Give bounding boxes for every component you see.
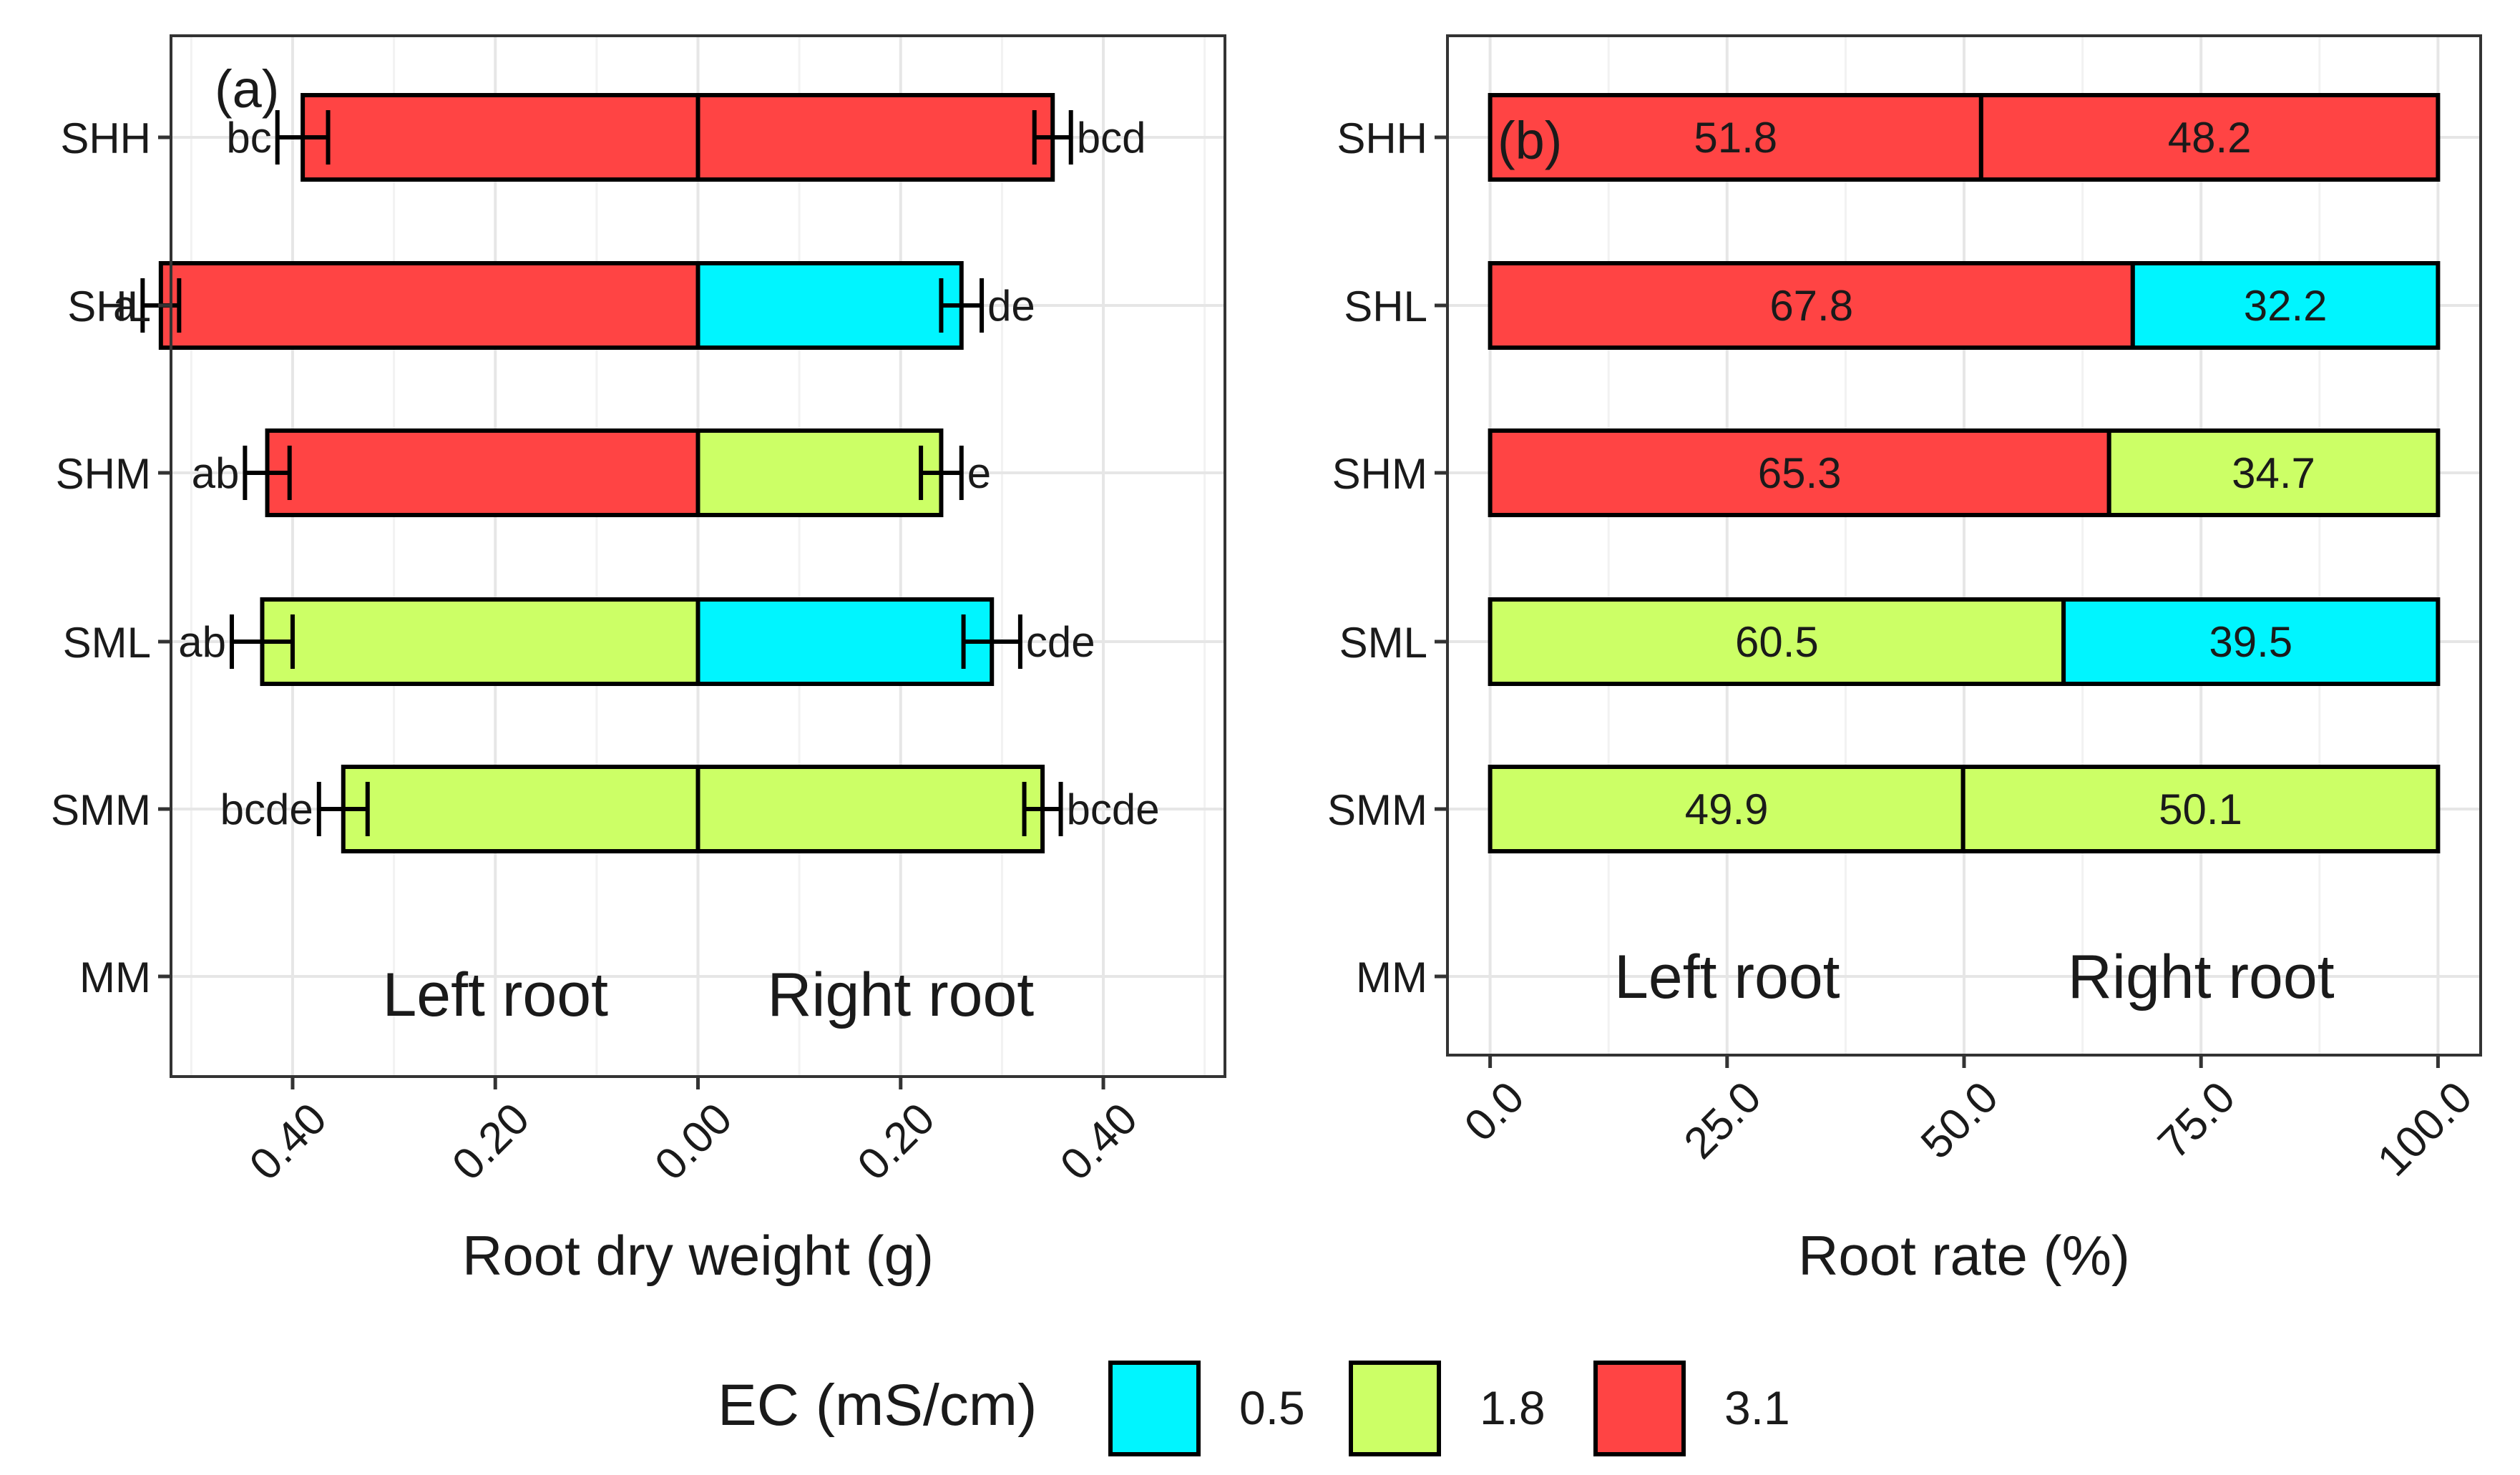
significance-right-SHH: bcd xyxy=(1077,114,1146,162)
legend: EC (mS/cm) 0.5 1.8 3.1 xyxy=(718,1361,1790,1456)
legend-label-1.8: 1.8 xyxy=(1480,1381,1545,1434)
bar-left-SHH xyxy=(301,93,700,182)
x-tick-label: 0.20 xyxy=(443,1094,539,1190)
significance-left-SHL: a xyxy=(113,282,137,330)
significance-left-SHM: ab xyxy=(192,449,240,497)
significance-left-SML: ab xyxy=(178,618,226,666)
bar-label-right-SML: 39.5 xyxy=(2209,618,2292,666)
x-tick-label: 0.20 xyxy=(849,1094,944,1190)
bar-right-SHL xyxy=(695,261,964,350)
y-tick-label-MM: MM xyxy=(1356,954,1427,1001)
bar-right-SHM xyxy=(2106,428,2441,517)
bar-label-left-SHM: 65.3 xyxy=(1758,449,1842,497)
bar-label-left-SMM: 49.9 xyxy=(1685,785,1769,833)
x-axis-title: Root rate (%) xyxy=(1798,1224,2130,1287)
significance-right-SHL: de xyxy=(987,282,1035,330)
bars: bc bcd a de ab e ab cde bcde bcde xyxy=(113,93,1160,853)
y-tick-label-SML: SML xyxy=(1339,619,1427,667)
bar-right-SHH xyxy=(695,93,1055,182)
bar-label-right-SHL: 32.2 xyxy=(2244,282,2328,330)
legend-title: EC (mS/cm) xyxy=(718,1373,1037,1438)
bar-left-SML xyxy=(260,597,700,686)
bar-label-right-SHM: 34.7 xyxy=(2232,449,2315,497)
significance-left-SMM: bcde xyxy=(220,785,313,833)
x-tick-label: 0.0 xyxy=(1455,1072,1534,1151)
bar-left-SMM xyxy=(1488,765,1965,853)
panel-tag: (b) xyxy=(1498,111,1562,170)
panel-tag: (a) xyxy=(215,59,279,119)
bar-left-SHH xyxy=(1488,93,1983,182)
legend-swatch-1.8 xyxy=(1349,1361,1441,1456)
x-axis-title: Root dry weight (g) xyxy=(462,1224,934,1287)
bar-label-right-SHH: 48.2 xyxy=(2168,114,2252,162)
side-label-left: Left root xyxy=(382,961,608,1029)
bar-right-SML xyxy=(2061,597,2441,686)
bar-left-SHL xyxy=(158,261,700,350)
y-tick-label-SML: SML xyxy=(63,619,151,667)
legend-swatch-0.5 xyxy=(1108,1361,1201,1456)
bar-label-left-SHL: 67.8 xyxy=(1769,282,1853,330)
bar-right-SMM xyxy=(1960,765,2441,853)
y-tick-label-SMM: SMM xyxy=(1327,786,1427,834)
y-tick-label-MM: MM xyxy=(79,954,151,1001)
panel-a-root-dry-weight: bc bcd a de ab e ab cde bcde bcde Left root Right r… xyxy=(51,34,1226,1287)
bar-label-left-SHH: 51.8 xyxy=(1694,114,1777,162)
x-tick-label: 0.40 xyxy=(1051,1094,1147,1190)
y-tick-label-SHH: SHH xyxy=(1337,114,1427,162)
bar-right-SML xyxy=(695,597,995,686)
legend-swatch-3.1 xyxy=(1593,1361,1686,1456)
significance-right-SML: cde xyxy=(1026,618,1095,666)
bar-left-SMM xyxy=(341,765,700,853)
x-tick-label: 0.40 xyxy=(240,1094,336,1190)
legend-label-0.5: 0.5 xyxy=(1239,1381,1305,1434)
significance-right-SMM: bcde xyxy=(1067,785,1160,833)
panel-b-root-rate: 51.8 48.2 67.8 32.2 65.3 34.7 60.5 39.5 49.9 50.1… xyxy=(1327,34,2482,1287)
significance-left-SHH: bc xyxy=(226,114,271,162)
bar-right-SHL xyxy=(2130,261,2441,350)
bar-left-SML xyxy=(1488,597,2066,686)
y-tick-label-SHM: SHM xyxy=(1332,450,1427,498)
bar-left-SHL xyxy=(1488,261,2135,350)
bar-right-SHM xyxy=(695,428,944,517)
x-tick-label: 0.00 xyxy=(645,1094,741,1190)
x-tick-label: 50.0 xyxy=(1912,1072,2008,1168)
x-tick-label: 100.0 xyxy=(2368,1072,2482,1186)
y-tick-label-SHL: SHL xyxy=(67,283,151,330)
y-tick-label-SHH: SHH xyxy=(60,114,151,162)
bar-label-right-SMM: 50.1 xyxy=(2159,785,2242,833)
y-tick-label-SHL: SHL xyxy=(1344,283,1427,330)
bar-right-SMM xyxy=(695,765,1045,853)
bar-left-SHM xyxy=(265,428,700,517)
x-tick-label: 25.0 xyxy=(1675,1072,1771,1168)
y-tick-label-SHM: SHM xyxy=(56,450,151,498)
side-label-right: Right root xyxy=(767,961,1034,1029)
legend-label-3.1: 3.1 xyxy=(1724,1381,1790,1434)
side-label-right: Right root xyxy=(2068,943,2335,1011)
bar-label-left-SML: 60.5 xyxy=(1735,618,1819,666)
y-tick-label-SMM: SMM xyxy=(51,786,151,834)
bar-right-SHH xyxy=(1978,93,2441,182)
x-tick-label: 75.0 xyxy=(2149,1072,2245,1168)
side-label-left: Left root xyxy=(1614,943,1840,1011)
bars: 51.8 48.2 67.8 32.2 65.3 34.7 60.5 39.5 49.9 50.1 xyxy=(1488,93,2441,853)
significance-right-SHM: e xyxy=(967,449,991,497)
